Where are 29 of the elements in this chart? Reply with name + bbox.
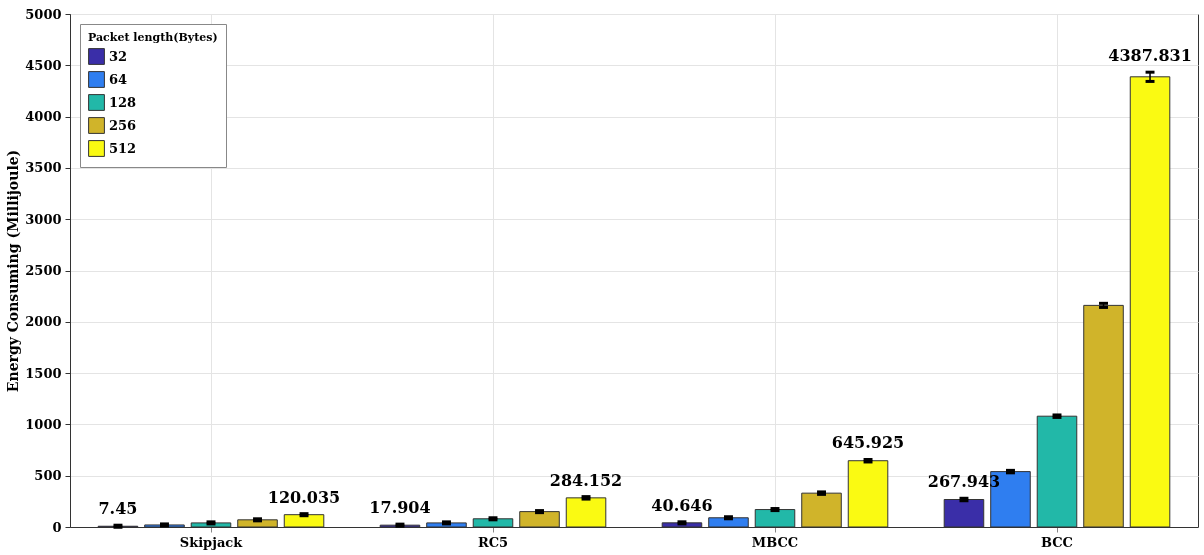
y-tick-label: 5000 bbox=[25, 6, 62, 22]
legend-label: 32 bbox=[109, 48, 128, 64]
data-label: 4387.831 bbox=[1108, 46, 1192, 66]
data-label: 17.904 bbox=[369, 498, 431, 518]
y-tick-label: 1000 bbox=[25, 416, 62, 432]
data-label: 7.45 bbox=[98, 499, 138, 519]
legend-label: 512 bbox=[109, 140, 137, 156]
y-tick-label: 4500 bbox=[25, 57, 62, 73]
legend-label: 64 bbox=[109, 71, 128, 87]
y-tick-label: 1500 bbox=[25, 365, 62, 381]
legend-label: 256 bbox=[109, 117, 137, 133]
x-tick-label: MBCC bbox=[751, 534, 799, 550]
legend-label: 128 bbox=[109, 94, 137, 110]
y-tick-label: 3000 bbox=[25, 211, 62, 227]
y-tick-label: 2000 bbox=[25, 314, 62, 330]
y-axis-title: Energy Consuming (Millijoule) bbox=[5, 149, 22, 393]
x-tick-label: RC5 bbox=[477, 534, 509, 550]
y-tick-label: 3500 bbox=[25, 160, 62, 176]
data-label: 645.925 bbox=[831, 433, 905, 453]
y-tick-label: 2500 bbox=[25, 263, 62, 278]
data-label: 40.646 bbox=[651, 495, 713, 515]
legend-title: Packet length(Bytes) bbox=[88, 31, 218, 44]
data-label: 120.035 bbox=[267, 487, 341, 507]
y-tick-label: 0 bbox=[52, 519, 62, 535]
y-tick-label: 500 bbox=[34, 468, 62, 484]
x-tick-label: BCC bbox=[1041, 534, 1073, 550]
data-label: 284.152 bbox=[549, 470, 623, 490]
x-tick-label: Skipjack bbox=[179, 534, 244, 550]
y-tick-label: 4000 bbox=[25, 109, 62, 125]
